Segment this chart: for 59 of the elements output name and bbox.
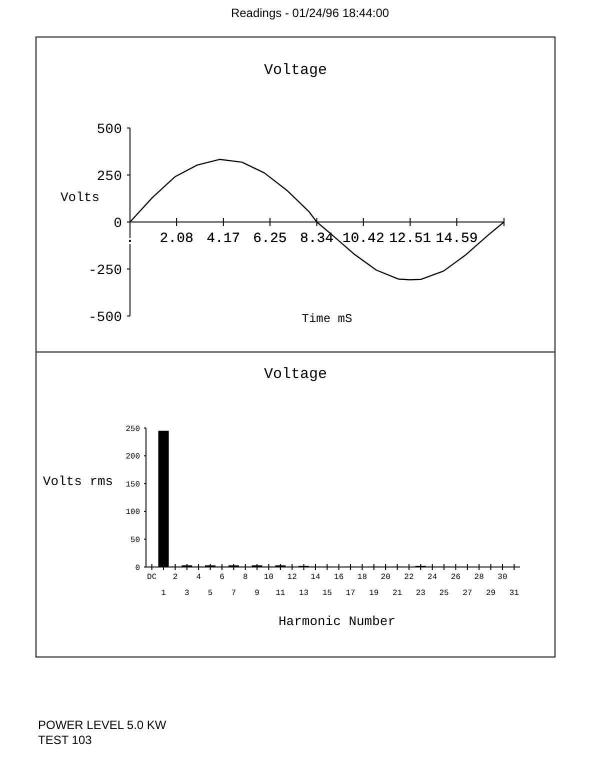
x-tick-label: 18 [357, 573, 368, 582]
x-tick-label: 15 [322, 589, 332, 598]
text: POWER LEVEL 5.0 KW [38, 718, 167, 732]
x-tick-label: 13 [298, 589, 309, 598]
x-tick-label: 10.42 [342, 231, 384, 247]
x-tick-label: 19 [369, 589, 379, 598]
y-axis-title: Volts [60, 190, 100, 205]
x-tick-label: 8 [242, 573, 248, 582]
x-axis-title: Time mS [302, 312, 352, 326]
x-tick-label: 28 [474, 573, 484, 582]
x-tick-label: 23 [416, 589, 426, 598]
x-tick-label: 29 [486, 589, 496, 598]
x-axis-title: Harmonic Number [278, 614, 396, 629]
x-tick-label: 12.51 [389, 231, 432, 247]
text: Readings - 01/24/96 18:44:00 [230, 6, 390, 20]
y-tick-label: 250 [96, 168, 122, 185]
y-tick-label: 0 [114, 216, 122, 232]
y-tick-label: 500 [96, 122, 122, 138]
y-tick-label: 200 [126, 452, 140, 462]
x-tick-label: 1 [161, 589, 166, 598]
y-tick-label: -250 [88, 262, 122, 279]
x-tick-label: 14.59 [436, 231, 478, 247]
x-tick-label: 31 [509, 589, 520, 598]
x-tick-label: 25 [439, 589, 450, 598]
y-tick-label: 250 [126, 424, 140, 434]
y-axis-title: Volts rms [42, 474, 114, 489]
x-tick-label: 17 [346, 589, 356, 598]
x-tick-label: 10 [264, 573, 274, 582]
x-tick-label: 27 [462, 589, 472, 598]
chart-title: Voltage [264, 366, 328, 383]
y-tick-label: 150 [126, 480, 140, 490]
x-tick-label: 4 [196, 573, 202, 582]
y-tick-label: 100 [126, 508, 140, 518]
x-tick-label: DC [147, 573, 157, 582]
x-tick-label: 20 [380, 573, 391, 582]
text: TEST 103 [38, 733, 92, 747]
x-tick-label: 2 [172, 573, 178, 582]
x-tick-label: 3 [184, 589, 190, 598]
x-tick-label: 8.34 [300, 231, 334, 247]
x-tick-label: 4.17 [206, 231, 240, 247]
x-tick-label: 6.25 [253, 231, 287, 247]
x-tick-label: 6 [220, 573, 225, 582]
x-tick-label: 7 [231, 589, 236, 598]
x-tick-label: 14 [310, 573, 320, 582]
x-tick-label: 21 [392, 589, 402, 598]
y-tick-label: -500 [88, 310, 122, 326]
x-tick-label: 11 [276, 589, 286, 598]
y-tick-label: 50 [130, 536, 140, 545]
x-tick-label: 12 [287, 573, 298, 582]
x-tick-label: 5 [208, 589, 213, 598]
x-tick-label: 9 [254, 589, 260, 598]
x-tick-label: 26 [450, 573, 461, 582]
y-tick-label: 0 [135, 564, 140, 573]
x-tick-label: 24 [428, 573, 438, 582]
x-tick-label: 2.08 [160, 231, 194, 247]
x-tick-label: 22 [404, 573, 414, 582]
chart-title: Voltage [264, 62, 328, 79]
x-tick-label: 30 [498, 573, 508, 582]
x-tick-label: 16 [334, 573, 344, 582]
